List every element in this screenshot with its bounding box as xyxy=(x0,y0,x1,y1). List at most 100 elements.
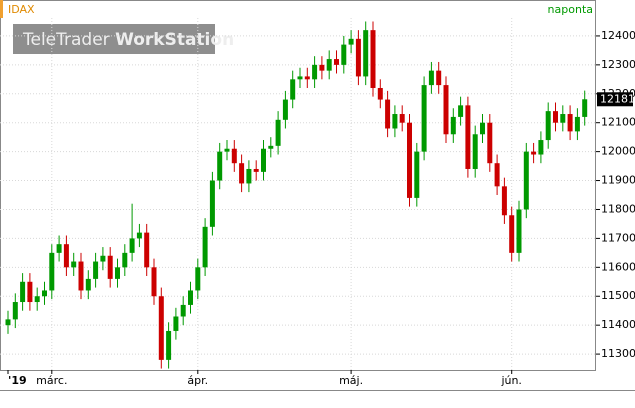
candle-body xyxy=(523,151,529,210)
candle-body xyxy=(436,70,442,86)
candle-body xyxy=(12,302,18,320)
candle-body xyxy=(42,290,47,297)
candle-body xyxy=(494,163,500,187)
candle-body xyxy=(334,59,339,65)
candle-body xyxy=(20,281,26,303)
candle-body xyxy=(224,148,230,152)
plot-frame xyxy=(0,0,596,371)
candle-body xyxy=(202,226,208,268)
candle-body xyxy=(282,99,288,120)
candle-body xyxy=(472,134,478,169)
chart-title: IDAX xyxy=(8,3,35,16)
candle-body xyxy=(363,30,369,77)
candle-body xyxy=(188,290,193,305)
candle-body xyxy=(545,111,551,141)
candle-body xyxy=(239,163,245,184)
y-tick-label: 12000 xyxy=(601,145,635,158)
candle-body xyxy=(487,122,493,164)
candle-body xyxy=(136,232,142,239)
x-tick-label: ápr. xyxy=(187,374,208,387)
candle-body xyxy=(480,122,485,135)
y-tick-label: 11300 xyxy=(601,347,635,360)
candle-body xyxy=(297,76,303,80)
title-marker xyxy=(0,0,3,18)
x-tick-label: '19 xyxy=(8,374,27,387)
candle-body xyxy=(370,30,376,88)
candle-body xyxy=(93,261,99,279)
candle-body xyxy=(129,238,135,253)
candle-body xyxy=(100,255,106,262)
y-tick-label: 11600 xyxy=(601,260,635,273)
candle-body xyxy=(85,278,91,291)
candle-body xyxy=(414,151,420,198)
candle-body xyxy=(341,44,347,65)
candle-body xyxy=(209,180,215,227)
candle-body xyxy=(392,114,398,129)
watermark-part: WorkStation xyxy=(115,30,234,50)
candle-body xyxy=(538,140,544,155)
last-price-label: 12181 xyxy=(600,92,635,105)
candle-body xyxy=(443,85,449,135)
y-tick-label: 12100 xyxy=(601,116,635,129)
candle-body xyxy=(407,122,412,198)
candle-body xyxy=(253,168,259,172)
candle-body xyxy=(312,64,318,80)
candle-body xyxy=(399,114,405,123)
candle-body xyxy=(5,319,11,326)
candle-body xyxy=(34,296,40,303)
candle-body xyxy=(261,148,266,172)
candle-body xyxy=(531,151,537,155)
watermark-box xyxy=(13,24,215,54)
y-tick-label: 12300 xyxy=(601,58,635,71)
candle-body xyxy=(78,261,84,291)
candle-body xyxy=(166,330,172,360)
x-tick-label: máj. xyxy=(339,374,363,387)
candle-body xyxy=(458,105,464,117)
candle-body xyxy=(574,116,580,132)
candle-body xyxy=(509,215,515,253)
candle-body xyxy=(560,114,566,123)
candle-body xyxy=(304,76,310,80)
x-tick-label: márc. xyxy=(36,374,67,387)
candle-body xyxy=(268,145,274,149)
y-tick-label: 11900 xyxy=(601,174,635,187)
candle-body xyxy=(49,252,55,291)
candle-body xyxy=(246,168,252,184)
candle-body xyxy=(428,70,434,86)
candle-body xyxy=(107,255,113,279)
candle-body xyxy=(275,119,281,146)
candle-body xyxy=(567,114,573,132)
candle-body xyxy=(348,38,354,45)
candle-body xyxy=(144,232,150,268)
candle-body xyxy=(27,281,33,303)
candle-body xyxy=(582,99,588,117)
last-price-box xyxy=(597,92,633,107)
y-tick-label: 12400 xyxy=(601,29,635,42)
candle-body xyxy=(231,148,237,164)
candle-body xyxy=(385,99,391,129)
candle-body xyxy=(421,85,427,152)
candle-body xyxy=(377,87,383,100)
watermark: TeleTrader WorkStation xyxy=(22,30,234,50)
candle-body xyxy=(516,209,522,253)
candle-body xyxy=(450,116,456,135)
candle-body xyxy=(180,304,186,317)
interval: naponta xyxy=(548,3,593,16)
candle-body xyxy=(158,296,164,360)
candle-body xyxy=(501,186,507,216)
plot: 11300 11400 11500 11600 11700 11800 11900 12000… xyxy=(0,18,635,387)
y-tick-label: 11700 xyxy=(601,231,635,244)
candle-body xyxy=(63,244,69,268)
candle-body xyxy=(553,111,558,123)
y-tick-label: 11500 xyxy=(601,289,635,302)
candle-body xyxy=(56,244,62,253)
candle-body xyxy=(326,59,332,71)
candle-body xyxy=(122,252,128,268)
candle-body xyxy=(319,64,325,71)
candle-body xyxy=(151,267,157,297)
candle-body xyxy=(195,267,201,291)
candle-body xyxy=(115,267,120,279)
y-tick-label: 11400 xyxy=(601,318,635,331)
watermark-part: TeleTrader xyxy=(22,30,110,50)
